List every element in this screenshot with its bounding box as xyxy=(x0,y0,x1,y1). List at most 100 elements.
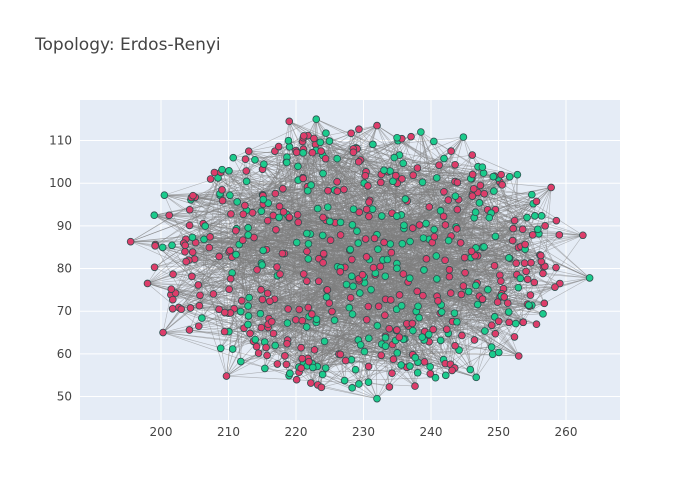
edge xyxy=(317,341,325,385)
node-green xyxy=(299,149,307,157)
chart-title: Topology: Erdos-Renyi xyxy=(34,35,221,55)
edge xyxy=(321,325,409,388)
node-green xyxy=(432,252,441,260)
edge xyxy=(248,220,557,317)
node-green xyxy=(471,208,480,217)
node-red xyxy=(362,315,371,324)
node-green xyxy=(251,155,259,164)
node-green xyxy=(365,334,373,343)
edge xyxy=(195,152,304,243)
node-green xyxy=(374,245,382,254)
node-red xyxy=(539,269,547,278)
node-red xyxy=(150,263,159,272)
node-green xyxy=(531,212,539,220)
node-red xyxy=(333,187,342,196)
edge xyxy=(247,227,444,360)
node-red xyxy=(470,336,479,344)
node-green xyxy=(292,238,301,247)
node-red xyxy=(490,261,499,270)
node-green xyxy=(485,213,494,222)
x-tick-label: 250 xyxy=(487,425,510,439)
node-red xyxy=(468,151,477,159)
node-green xyxy=(473,300,482,309)
edge xyxy=(147,172,222,284)
node-red xyxy=(476,181,485,190)
node-green xyxy=(228,345,237,353)
edge xyxy=(219,256,544,315)
x-axis-ticks: 200 210 220 230 240 250 260 xyxy=(150,425,578,439)
node-red xyxy=(257,285,265,294)
node-red xyxy=(458,331,466,340)
node-red xyxy=(522,267,530,276)
node-red xyxy=(246,329,254,338)
node-red xyxy=(263,216,272,225)
edge xyxy=(302,178,313,364)
node-green xyxy=(386,240,395,248)
node-green xyxy=(425,330,433,339)
node-red xyxy=(364,302,373,311)
edge xyxy=(310,184,324,218)
node-red xyxy=(188,272,196,281)
node-green xyxy=(356,341,365,349)
edge xyxy=(233,150,275,159)
node-red xyxy=(220,308,229,317)
node-green xyxy=(218,165,226,174)
node-green xyxy=(466,365,475,374)
node-red xyxy=(498,181,506,189)
edge xyxy=(326,296,402,366)
node-green xyxy=(245,293,253,302)
node-red xyxy=(540,299,549,308)
node-green xyxy=(303,229,311,238)
node-red xyxy=(426,369,435,378)
edge xyxy=(248,227,384,261)
node-red xyxy=(298,316,307,325)
node-green xyxy=(409,326,417,335)
node-red xyxy=(358,270,367,279)
node-green xyxy=(489,172,498,181)
node-green xyxy=(417,128,425,136)
node-red xyxy=(167,285,176,293)
edge xyxy=(172,172,222,300)
edge xyxy=(262,252,392,266)
node-red xyxy=(395,291,404,299)
edge xyxy=(303,148,397,217)
node-green xyxy=(393,133,401,142)
node-green xyxy=(472,373,481,382)
node-green xyxy=(381,342,390,350)
node-green xyxy=(348,310,357,318)
node-red xyxy=(295,305,304,314)
node-red xyxy=(341,356,350,365)
node-red xyxy=(232,226,240,235)
edge xyxy=(172,251,472,300)
node-red xyxy=(369,263,378,272)
node-red xyxy=(292,375,301,384)
node-red xyxy=(362,205,371,214)
node-red xyxy=(321,154,330,163)
node-red xyxy=(435,161,443,169)
node-red xyxy=(297,343,305,352)
node-green xyxy=(436,206,445,215)
node-green xyxy=(453,318,461,326)
node-red xyxy=(210,168,219,177)
node-green xyxy=(415,313,423,322)
node-red xyxy=(225,285,233,294)
node-green xyxy=(168,241,176,250)
edge xyxy=(235,254,326,369)
node-green xyxy=(282,158,291,167)
node-red xyxy=(361,171,370,180)
node-red xyxy=(456,239,465,247)
edge xyxy=(263,152,313,200)
node-red xyxy=(380,238,388,247)
node-red xyxy=(244,147,253,156)
node-red xyxy=(177,305,186,314)
node-green xyxy=(436,336,445,345)
node-red xyxy=(440,187,448,196)
edge xyxy=(441,194,533,313)
node-red xyxy=(385,324,394,333)
node-red xyxy=(407,132,415,141)
node-green xyxy=(188,233,197,242)
node-red xyxy=(308,310,316,318)
node-green xyxy=(244,302,252,310)
node-red xyxy=(364,362,373,371)
